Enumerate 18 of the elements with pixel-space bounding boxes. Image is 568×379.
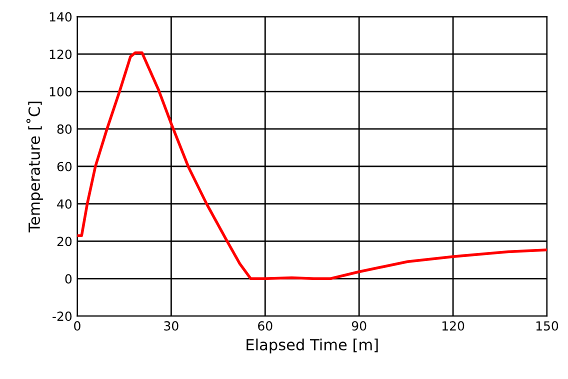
x-tick-label: 120 (442, 321, 464, 331)
x-tick-label: 30 (164, 321, 178, 331)
x-tick-label: 60 (258, 321, 272, 331)
line-series (77, 51, 547, 280)
y-tick-label: -20 (52, 312, 72, 322)
y-tick-label: 140 (50, 12, 72, 22)
x-tick-label: 0 (74, 321, 80, 331)
y-tick-label: 120 (50, 50, 72, 60)
x-axis-title: Elapsed Time [m] (246, 338, 378, 354)
y-tick-label: 100 (50, 87, 72, 96)
y-tick-label: 20 (57, 236, 72, 246)
y-tick-label: 60 (57, 162, 72, 172)
x-tick-label: 90 (352, 321, 366, 331)
y-axis-title: Temperature [˚C] (26, 102, 43, 232)
x-tick-label: 150 (536, 321, 558, 331)
y-tick-label: 40 (57, 199, 72, 209)
y-tick-label: 0 (65, 274, 72, 284)
y-tick-label: 80 (57, 124, 72, 134)
